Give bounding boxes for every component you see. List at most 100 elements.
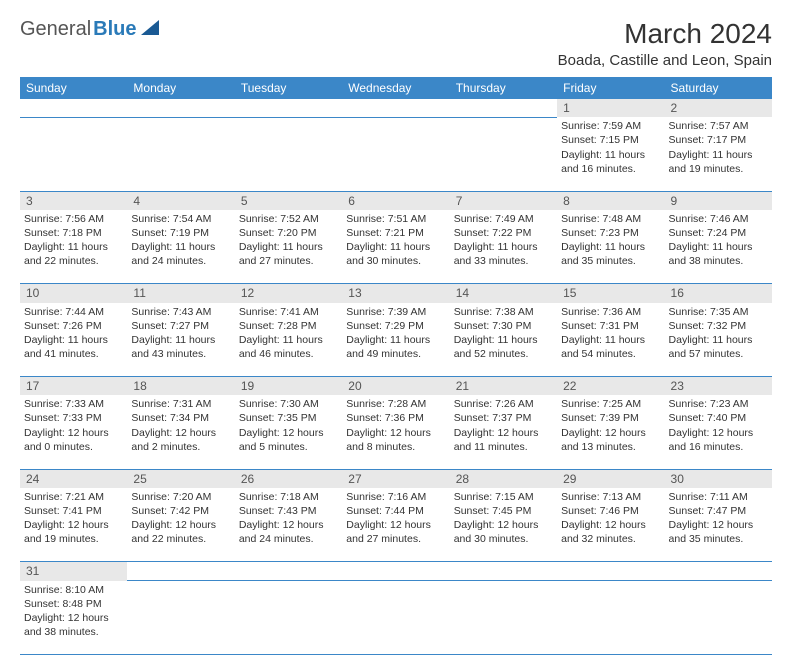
- day-cell: Sunrise: 7:13 AMSunset: 7:46 PMDaylight:…: [557, 488, 664, 562]
- weekday-header-row: SundayMondayTuesdayWednesdayThursdayFrid…: [20, 77, 772, 99]
- sunset-text: Sunset: 7:24 PM: [669, 226, 768, 240]
- day-cell: Sunrise: 7:52 AMSunset: 7:20 PMDaylight:…: [235, 210, 342, 284]
- sunset-text: Sunset: 7:34 PM: [131, 411, 230, 425]
- day-number: 25: [127, 469, 234, 488]
- logo: GeneralBlue: [20, 18, 159, 41]
- day-cell: Sunrise: 7:35 AMSunset: 7:32 PMDaylight:…: [665, 303, 772, 377]
- sunset-text: Sunset: 7:18 PM: [24, 226, 123, 240]
- day-content-row: Sunrise: 7:59 AMSunset: 7:15 PMDaylight:…: [20, 117, 772, 191]
- day-number: [127, 99, 234, 117]
- sunrise-text: Sunrise: 7:20 AM: [131, 490, 230, 504]
- sunset-text: Sunset: 7:39 PM: [561, 411, 660, 425]
- sunrise-text: Sunrise: 7:44 AM: [24, 305, 123, 319]
- daylight-text: Daylight: 11 hours and 54 minutes.: [561, 333, 660, 361]
- sunrise-text: Sunrise: 7:21 AM: [24, 490, 123, 504]
- day-cell: Sunrise: 7:18 AMSunset: 7:43 PMDaylight:…: [235, 488, 342, 562]
- day-number: 21: [450, 377, 557, 396]
- day-content-row: Sunrise: 7:33 AMSunset: 7:33 PMDaylight:…: [20, 395, 772, 469]
- weekday-header: Saturday: [665, 77, 772, 99]
- day-content-row: Sunrise: 7:21 AMSunset: 7:41 PM Daylight:…: [20, 488, 772, 562]
- daylight-text: Daylight: 11 hours and 46 minutes.: [239, 333, 338, 361]
- day-cell: Sunrise: 7:46 AMSunset: 7:24 PMDaylight:…: [665, 210, 772, 284]
- sunset-text: Sunset: 7:37 PM: [454, 411, 553, 425]
- day-cell: [342, 117, 449, 191]
- sunrise-text: Sunrise: 7:56 AM: [24, 212, 123, 226]
- sunrise-text: Sunrise: 7:46 AM: [669, 212, 768, 226]
- day-cell: Sunrise: 7:49 AMSunset: 7:22 PMDaylight:…: [450, 210, 557, 284]
- day-cell: Sunrise: 7:39 AMSunset: 7:29 PMDaylight:…: [342, 303, 449, 377]
- day-number: 30: [665, 469, 772, 488]
- day-cell: Sunrise: 7:48 AMSunset: 7:23 PMDaylight:…: [557, 210, 664, 284]
- sunset-text: Sunset: 7:17 PM: [669, 133, 768, 147]
- day-number: 16: [665, 284, 772, 303]
- day-cell: [450, 581, 557, 655]
- daylight-text: Daylight: 12 hours and 13 minutes.: [561, 426, 660, 454]
- day-number: [342, 562, 449, 581]
- day-number: 3: [20, 191, 127, 210]
- day-number: 26: [235, 469, 342, 488]
- day-cell: [342, 581, 449, 655]
- daylight-text: Daylight: 11 hours and 27 minutes.: [239, 240, 338, 268]
- sunrise-text: Sunrise: 7:52 AM: [239, 212, 338, 226]
- sunset-text: Sunset: 7:15 PM: [561, 133, 660, 147]
- daylight-text: Daylight: 11 hours and 38 minutes.: [669, 240, 768, 268]
- sunset-text: Sunset: 7:21 PM: [346, 226, 445, 240]
- day-number: 13: [342, 284, 449, 303]
- daylight-text: Daylight: 12 hours and 8 minutes.: [346, 426, 445, 454]
- day-number: 19: [235, 377, 342, 396]
- weekday-header: Tuesday: [235, 77, 342, 99]
- day-cell: Sunrise: 7:38 AMSunset: 7:30 PMDaylight:…: [450, 303, 557, 377]
- day-number: 28: [450, 469, 557, 488]
- sunrise-text: Sunrise: 7:35 AM: [669, 305, 768, 319]
- sunrise-text: Sunrise: 7:11 AM: [669, 490, 768, 504]
- sunset-text: Sunset: 7:36 PM: [346, 411, 445, 425]
- day-cell: Sunrise: 7:57 AMSunset: 7:17 PMDaylight:…: [665, 117, 772, 191]
- weekday-header: Sunday: [20, 77, 127, 99]
- daylight-text: Daylight: 11 hours and 19 minutes.: [669, 148, 768, 176]
- sunset-text: Sunset: 7:46 PM: [561, 504, 660, 518]
- day-cell: Sunrise: 7:59 AMSunset: 7:15 PMDaylight:…: [557, 117, 664, 191]
- sunrise-text: Sunrise: 7:15 AM: [454, 490, 553, 504]
- daylight-text: Daylight: 12 hours and 38 minutes.: [24, 611, 123, 639]
- title-block: March 2024 Boada, Castille and Leon, Spa…: [558, 18, 772, 69]
- day-cell: Sunrise: 7:15 AMSunset: 7:45 PMDaylight:…: [450, 488, 557, 562]
- day-number: 29: [557, 469, 664, 488]
- daylight-text: Daylight: 11 hours and 52 minutes.: [454, 333, 553, 361]
- day-cell: Sunrise: 7:26 AMSunset: 7:37 PMDaylight:…: [450, 395, 557, 469]
- logo-text-2: Blue: [93, 18, 136, 41]
- sunrise-text: Sunrise: 7:39 AM: [346, 305, 445, 319]
- day-number-row: 24252627282930: [20, 469, 772, 488]
- day-cell: [127, 581, 234, 655]
- sunrise-text: Sunrise: 7:23 AM: [669, 397, 768, 411]
- day-number: 7: [450, 191, 557, 210]
- day-cell: Sunrise: 7:21 AMSunset: 7:41 PMDaylight:…: [20, 488, 127, 562]
- sunset-text: Sunset: 7:41 PM: [24, 504, 123, 518]
- sunrise-text: Sunrise: 7:54 AM: [131, 212, 230, 226]
- logo-sail-icon: [141, 20, 159, 35]
- day-cell: [235, 117, 342, 191]
- sunset-text: Sunset: 7:32 PM: [669, 319, 768, 333]
- sunset-text: Sunset: 8:48 PM: [24, 597, 123, 611]
- daylight-text: Daylight: 12 hours and 16 minutes.: [669, 426, 768, 454]
- sunset-text: Sunset: 7:30 PM: [454, 319, 553, 333]
- daylight-text: Daylight: 12 hours and 11 minutes.: [454, 426, 553, 454]
- day-cell: Sunrise: 7:41 AMSunset: 7:28 PMDaylight:…: [235, 303, 342, 377]
- location-text: Boada, Castille and Leon, Spain: [558, 52, 772, 69]
- daylight-text: Daylight: 11 hours and 22 minutes.: [24, 240, 123, 268]
- sunrise-text: Sunrise: 7:36 AM: [561, 305, 660, 319]
- daylight-text: Daylight: 12 hours and 27 minutes.: [346, 518, 445, 546]
- sunrise-text: Sunrise: 8:10 AM: [24, 583, 123, 597]
- sunset-text: Sunset: 7:29 PM: [346, 319, 445, 333]
- sunset-text: Sunset: 7:43 PM: [239, 504, 338, 518]
- daylight-text: Daylight: 11 hours and 35 minutes.: [561, 240, 660, 268]
- sunrise-text: Sunrise: 7:43 AM: [131, 305, 230, 319]
- sunrise-text: Sunrise: 7:18 AM: [239, 490, 338, 504]
- day-cell: [450, 117, 557, 191]
- daylight-text: Daylight: 11 hours and 57 minutes.: [669, 333, 768, 361]
- sunset-text: Sunset: 7:22 PM: [454, 226, 553, 240]
- day-number: 17: [20, 377, 127, 396]
- sunset-text: Sunset: 7:40 PM: [669, 411, 768, 425]
- sunset-text: Sunset: 7:35 PM: [239, 411, 338, 425]
- day-content-row: Sunrise: 7:56 AMSunset: 7:18 PMDaylight:…: [20, 210, 772, 284]
- daylight-text: Daylight: 11 hours and 33 minutes.: [454, 240, 553, 268]
